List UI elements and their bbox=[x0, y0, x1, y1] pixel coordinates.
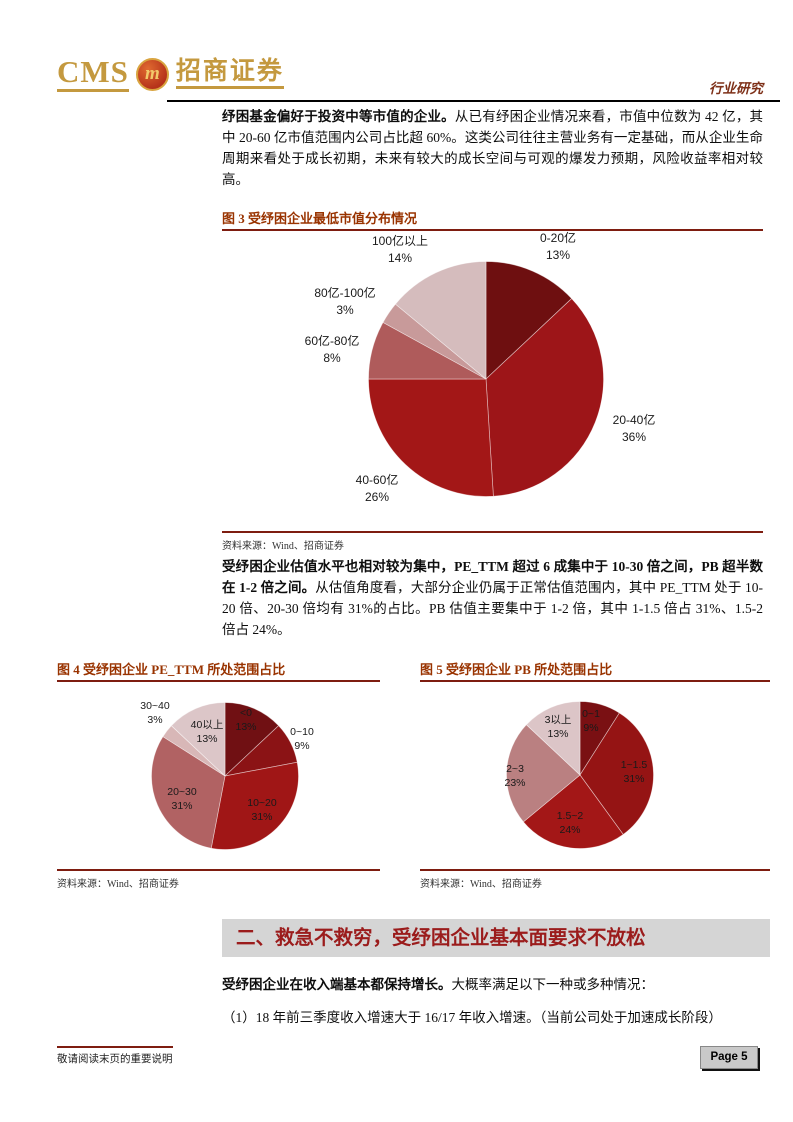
pie-label-pe-0-10: 0~10 9% bbox=[290, 726, 314, 752]
paragraph-market-cap: 纾困基金偏好于投资中等市值的企业。从已有纾困企业情况来看，市值中位数为 42 亿… bbox=[222, 106, 763, 190]
cms-logo-m-glyph: m bbox=[145, 62, 160, 84]
figure3-title-rule bbox=[222, 229, 763, 231]
pie-label-pe-40plus: 40以上 13% bbox=[190, 719, 224, 745]
pie-label-100plus: 100亿以上 14% bbox=[371, 234, 429, 265]
cms-logo: CMS m 招商证券 bbox=[57, 56, 284, 92]
figure4-title: 图 4 受纾困企业 PE_TTM 所处范围占比 bbox=[57, 662, 286, 677]
cms-logo-text: CMS bbox=[57, 56, 129, 92]
pie-label-80-100: 80亿-100亿 3% bbox=[314, 286, 376, 317]
pie-label-pb-1-15: 1~1.5 31% bbox=[620, 759, 648, 785]
section-heading: 二、救急不救穷，受纾困企业基本面要求不放松 bbox=[222, 919, 770, 957]
paragraph-valuation: 受纾困企业估值水平也相对较为集中，PE_TTM 超过 6 成集中于 10-30 … bbox=[222, 556, 763, 640]
figure5-title: 图 5 受纾困企业 PB 所处范围占比 bbox=[420, 662, 613, 677]
footer-disclaimer: 敬请阅读末页的重要说明 bbox=[57, 1054, 173, 1065]
header-divider bbox=[167, 100, 780, 102]
paragraph-market-cap-lead: 纾困基金偏好于投资中等市值的企业。 bbox=[222, 109, 455, 124]
paragraph-revenue-lead: 受纾困企业在收入端基本都保持增长。 bbox=[222, 977, 452, 992]
pie-label-pe-10-20: 10~20 31% bbox=[247, 797, 277, 823]
paragraph-revenue-rest: 大概率满足以下一种或多种情况： bbox=[451, 977, 655, 992]
figure4-title-rule bbox=[57, 680, 380, 682]
pie-label-pb-15-2: 1.5~2 24% bbox=[556, 810, 584, 836]
pie-label-pe-30-40: 30~40 3% bbox=[140, 700, 170, 726]
figure3-title: 图 3 受纾困企业最低市值分布情况 bbox=[222, 211, 418, 226]
paragraph-condition-1: （1）18 年前三季度收入增速大于 16/17 年收入增速。（当前公司处于加速成… bbox=[222, 1010, 722, 1025]
figure5-title-rule bbox=[420, 680, 770, 682]
pb-pie-chart bbox=[506, 701, 654, 849]
paragraph-revenue: 受纾困企业在收入端基本都保持增长。大概率满足以下一种或多种情况： bbox=[222, 974, 763, 995]
cms-logo-icon: m bbox=[135, 57, 169, 91]
paragraph-market-cap-rest: 从已有纾困企业情况来看，市值中位数为 42 亿，其中 20-60 亿市值范围内公… bbox=[222, 109, 764, 187]
page-number-badge: Page 5 bbox=[700, 1046, 758, 1069]
figure3-source: 资料来源：Wind、招商证券 bbox=[222, 531, 763, 552]
pie-label-pb-2-3: 2~3 23% bbox=[504, 763, 526, 789]
paragraph-valuation-lead: 受纾困企业估值水平也相对较为集中，PE_TTM 超过 6 成集中于 10-30 … bbox=[222, 559, 763, 595]
pie-label-60-80: 60亿-80亿 8% bbox=[304, 334, 360, 365]
cms-logo-chinese: 招商证券 bbox=[175, 58, 284, 90]
pie-label-pe-20-30: 20~30 31% bbox=[167, 786, 197, 812]
pie-label-20-40: 20-40亿 36% bbox=[612, 413, 656, 444]
figure5-source: 资料来源：Wind、招商证券 bbox=[420, 869, 770, 890]
paragraph-valuation-rest: 从估值角度看，大部分企业仍属于正常估值范围内，其中 PE_TTM 处于 10-2… bbox=[222, 580, 763, 637]
figure4-source: 资料来源：Wind、招商证券 bbox=[57, 869, 380, 890]
pie-label-pb-0-1: 0~1 9% bbox=[582, 708, 600, 734]
pie-label-pb-3plus: 3以上 13% bbox=[544, 714, 572, 740]
pie-label-pe-neg: <0 13% bbox=[235, 707, 257, 733]
pie-label-0-20: 0-20亿 13% bbox=[539, 231, 577, 262]
pe-ttm-pie-chart bbox=[151, 702, 299, 850]
report-category-label: 行业研究 bbox=[709, 81, 763, 96]
footer-divider bbox=[57, 1046, 173, 1048]
market-cap-pie-chart bbox=[368, 261, 604, 497]
pie-label-40-60: 40-60亿 26% bbox=[355, 473, 399, 504]
